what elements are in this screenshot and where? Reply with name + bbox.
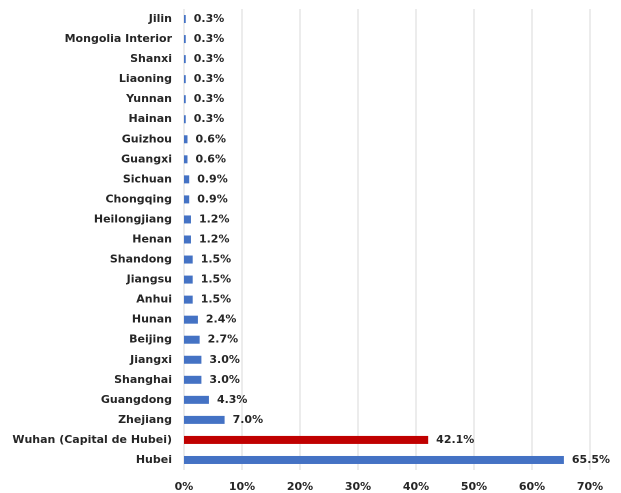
y-tick-label: Jilin	[148, 12, 172, 25]
y-tick-label: Guangxi	[121, 152, 172, 165]
y-tick-label: Yunnan	[125, 92, 172, 105]
value-label: 0.3%	[194, 12, 225, 25]
x-tick-label: 50%	[461, 480, 487, 493]
bar	[184, 95, 186, 104]
bar	[184, 135, 188, 144]
value-label: 1.5%	[201, 293, 232, 306]
bar	[184, 275, 193, 284]
bar	[184, 455, 564, 464]
y-tick-label: Guangdong	[101, 393, 172, 406]
x-tick-label: 40%	[403, 480, 429, 493]
y-tick-label: Jiangsu	[126, 273, 172, 286]
bar	[184, 395, 209, 404]
bar	[184, 335, 200, 344]
value-label: 1.2%	[199, 212, 230, 225]
value-label: 1.2%	[199, 233, 230, 246]
value-label: 0.3%	[194, 112, 225, 125]
y-tick-label: Shanghai	[114, 373, 172, 386]
x-tick-label: 70%	[577, 480, 603, 493]
bar	[184, 115, 186, 124]
y-tick-label: Beijing	[129, 333, 172, 346]
value-label: 2.7%	[208, 333, 239, 346]
value-label: 65.5%	[572, 453, 610, 466]
y-tick-label: Sichuan	[123, 172, 172, 185]
x-tick-label: 0%	[175, 480, 194, 493]
value-label: 0.3%	[194, 32, 225, 45]
value-label: 1.5%	[201, 273, 232, 286]
bar	[184, 355, 202, 364]
y-tick-label: Wuhan (Capital de Hubei)	[12, 433, 172, 446]
bar	[184, 155, 188, 164]
value-label: 4.3%	[217, 393, 248, 406]
y-tick-label: Guizhou	[122, 132, 172, 145]
value-label: 1.5%	[201, 253, 232, 266]
bar	[184, 295, 193, 304]
value-label: 3.0%	[209, 353, 240, 366]
bar	[184, 35, 186, 44]
value-label: 0.3%	[194, 92, 225, 105]
y-tick-label: Liaoning	[119, 72, 172, 85]
value-label: 0.9%	[197, 172, 228, 185]
value-label: 0.6%	[195, 132, 226, 145]
y-tick-label: Shandong	[110, 253, 172, 266]
value-label: 0.3%	[194, 72, 225, 85]
y-tick-label: Jiangxi	[129, 353, 172, 366]
bar	[184, 15, 186, 24]
y-tick-label: Henan	[132, 233, 172, 246]
x-tick-label: 10%	[229, 480, 255, 493]
bar	[184, 375, 202, 384]
bar	[184, 75, 186, 84]
y-tick-label: Hainan	[129, 112, 172, 125]
y-tick-label: Mongolia Interior	[65, 32, 173, 45]
x-tick-label: 30%	[345, 480, 371, 493]
bar	[184, 55, 186, 64]
y-tick-label: Hubei	[136, 453, 172, 466]
value-label: 0.6%	[195, 152, 226, 165]
bar	[184, 255, 193, 264]
bar	[184, 415, 225, 424]
value-label: 0.3%	[194, 52, 225, 65]
value-label: 2.4%	[206, 313, 237, 326]
bar	[184, 435, 429, 444]
x-tick-label: 60%	[519, 480, 545, 493]
bar	[184, 315, 198, 324]
bar	[184, 195, 190, 204]
y-tick-label: Zhejiang	[118, 413, 172, 426]
y-tick-label: Heilongjiang	[94, 212, 172, 225]
value-label: 42.1%	[436, 433, 474, 446]
y-tick-label: Anhui	[136, 293, 172, 306]
value-label: 7.0%	[233, 413, 264, 426]
value-label: 3.0%	[209, 373, 240, 386]
y-tick-label: Hunan	[132, 313, 172, 326]
y-tick-label: Chongqing	[105, 192, 172, 205]
x-tick-label: 20%	[287, 480, 313, 493]
y-tick-label: Shanxi	[130, 52, 172, 65]
bar	[184, 175, 190, 184]
bar	[184, 215, 191, 224]
value-label: 0.9%	[197, 192, 228, 205]
bar	[184, 235, 191, 244]
